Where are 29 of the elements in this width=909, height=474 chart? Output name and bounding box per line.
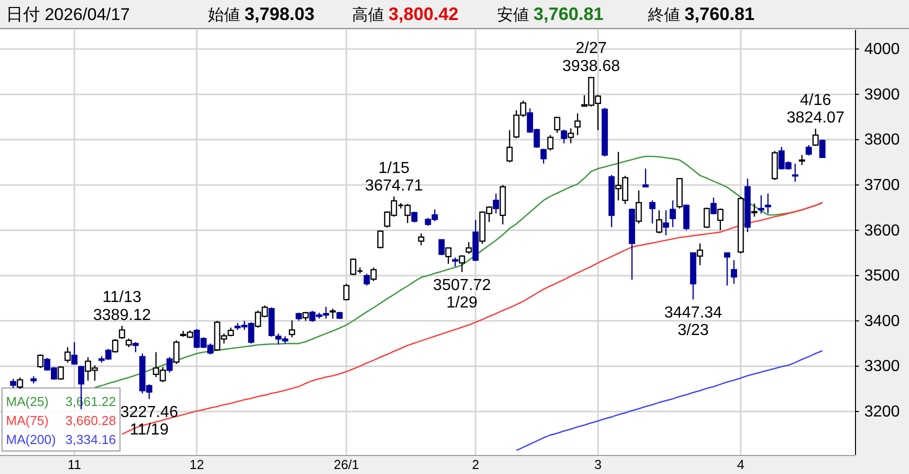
text: 高値 3,800.42 (352, 4, 459, 24)
y-tick-label: 3200 (864, 404, 900, 421)
annotation: 3507.72 1/29 (433, 277, 491, 312)
y-tick-label: 3600 (864, 222, 900, 240)
y-tick-label: 3500 (864, 268, 900, 285)
text: 始値 3,798.03 (208, 4, 315, 24)
chart-title: 日付 2026/04/17 (6, 5, 130, 24)
annotation: 3,334.16 (65, 432, 116, 447)
annotation: 11/13 3389.12 (93, 289, 152, 324)
annotation: 4/16 3824.07 (786, 92, 845, 127)
annotation: 3,660.28 (65, 413, 116, 428)
text: 安値 3,760.81 (497, 4, 604, 24)
annotation: 3227.46 11/19 (120, 404, 178, 439)
annotation: 1/15 3674.71 (365, 160, 423, 194)
y-tick-label: 3700 (864, 176, 900, 194)
x-tick-label: 4 (737, 457, 744, 472)
x-tick-label: 11 (68, 457, 82, 472)
annotation: 2/27 3938.68 (562, 40, 620, 75)
x-tick-label: 12 (190, 457, 204, 472)
x-tick-label: 26/1 (334, 457, 360, 472)
y-tick-label: 3400 (864, 312, 900, 330)
y-tick-label: 3300 (864, 358, 900, 376)
x-tick-label: 3 (594, 457, 602, 472)
y-tick-label: 3800 (864, 132, 900, 149)
y-tick-label: 4000 (864, 41, 900, 58)
x-tick-label: 2 (472, 457, 480, 472)
text: 終値 3,760.81 (647, 4, 755, 24)
annotation: 3447.34 3/23 (664, 304, 722, 340)
y-tick-label: 3900 (864, 86, 900, 104)
